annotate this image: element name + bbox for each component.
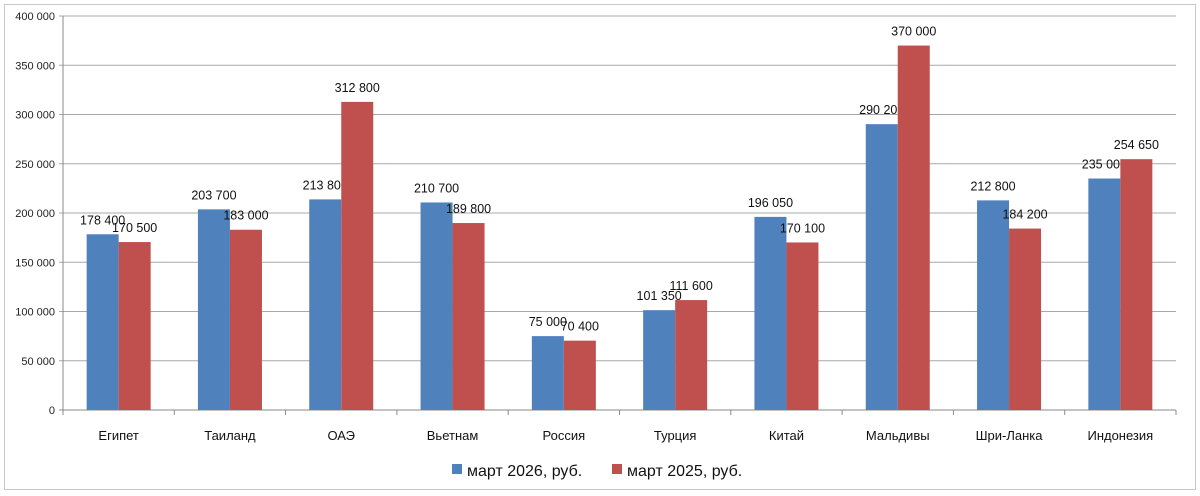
y-tick-label: 100 000 (15, 307, 55, 319)
bar-2026 (197, 209, 230, 410)
data-label: 213 800 (303, 178, 348, 192)
data-label: 254 650 (1114, 138, 1159, 152)
y-tick-label: 0 (49, 405, 55, 417)
category-label: Россия (543, 428, 586, 443)
legend-swatch (612, 464, 622, 474)
data-label: 290 200 (859, 103, 904, 117)
data-label: 70 400 (561, 320, 599, 334)
legend-swatch (452, 464, 462, 474)
bar-2026 (977, 200, 1010, 410)
data-label: 184 200 (1002, 208, 1047, 222)
data-label: 203 700 (191, 188, 236, 202)
category-label: ОАЭ (327, 428, 355, 443)
category-label: Таиланд (204, 428, 256, 443)
bar-2025 (452, 223, 485, 410)
bar-2025 (1009, 228, 1042, 410)
bar-2025 (563, 340, 596, 410)
bar-2025 (897, 45, 930, 411)
category-label: Вьетнам (427, 428, 479, 443)
category-label: Шри-Ланка (976, 428, 1044, 443)
bar-2025 (229, 229, 262, 410)
data-label: 196 050 (748, 196, 793, 210)
bar-2025 (1120, 159, 1153, 410)
category-label: Китай (769, 428, 804, 443)
bar-2026 (531, 336, 564, 410)
data-label: 212 800 (970, 179, 1015, 193)
bar-2025 (341, 101, 374, 410)
data-label: 189 800 (446, 202, 491, 216)
bar-2026 (86, 234, 119, 410)
category-label: Индонезия (1087, 428, 1153, 443)
bar-2026 (754, 216, 787, 410)
legend-label: март 2025, руб. (627, 463, 742, 480)
category-label: Мальдивы (866, 428, 930, 443)
data-label: 101 350 (637, 289, 682, 303)
bar-2025 (118, 242, 151, 410)
bar-2026 (309, 199, 342, 410)
bar-2026 (420, 202, 453, 410)
data-label: 111 600 (669, 279, 712, 293)
data-label: 210 700 (414, 181, 459, 195)
data-label: 183 000 (223, 209, 268, 223)
legend-label: март 2026, руб. (467, 463, 582, 480)
data-label: 170 100 (780, 221, 825, 235)
data-label: 170 500 (112, 221, 157, 235)
bar-2026 (1088, 178, 1121, 410)
bar-2026 (643, 310, 676, 410)
data-label: 178 400 (80, 213, 125, 227)
data-label: 370 000 (891, 25, 936, 39)
data-label: 312 800 (335, 81, 380, 95)
y-tick-label: 200 000 (15, 208, 55, 220)
data-label: 235 000 (1082, 158, 1127, 172)
y-tick-label: 250 000 (15, 159, 55, 171)
bar-2025 (675, 300, 708, 410)
bar-2025 (786, 242, 819, 410)
y-tick-label: 150 000 (15, 257, 55, 269)
bar-2026 (865, 124, 898, 410)
y-tick-label: 350 000 (15, 60, 55, 72)
data-label: 75 000 (529, 315, 567, 329)
y-tick-label: 300 000 (15, 110, 55, 122)
category-label: Египет (98, 428, 139, 443)
y-tick-label: 400 000 (15, 11, 55, 23)
category-label: Турция (654, 428, 697, 443)
y-tick-label: 50 000 (21, 356, 55, 368)
